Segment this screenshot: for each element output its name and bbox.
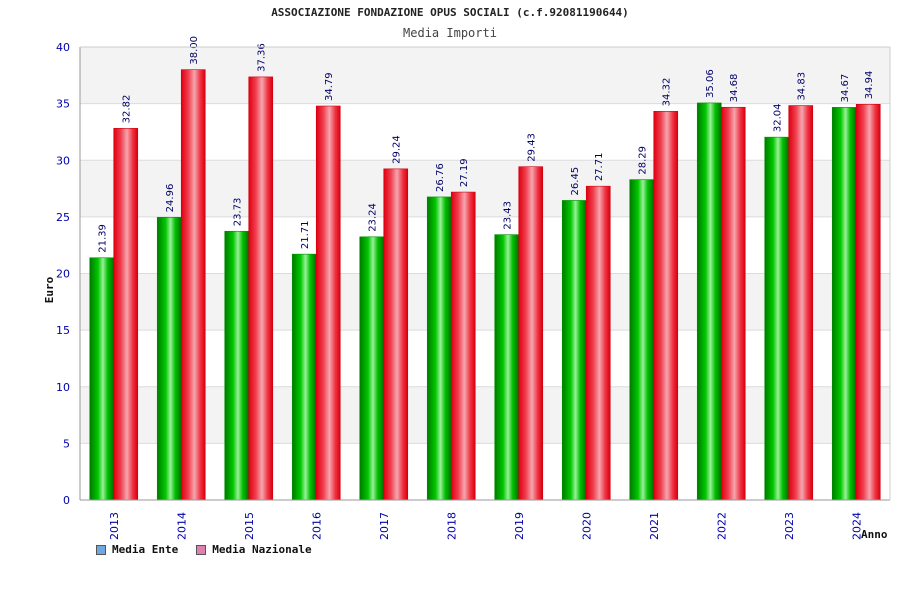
- bar-media-nazionale: [450, 191, 476, 501]
- bar-label-nazionale: 29.43: [527, 133, 538, 162]
- bar-media-nazionale: [315, 105, 341, 501]
- x-tick-label: 2017: [378, 512, 391, 540]
- bar-label-ente: 34.67: [840, 74, 851, 103]
- bar-media-ente: [291, 253, 317, 501]
- x-tick-label: 2016: [310, 512, 323, 540]
- bar-label-nazionale: 29.24: [392, 135, 403, 164]
- bar-label-nazionale: 34.94: [864, 71, 875, 100]
- legend-swatch-nazionale: [196, 544, 207, 555]
- axes: [79, 46, 891, 501]
- bar-label-ente: 35.06: [705, 69, 716, 98]
- background-band: [80, 47, 890, 104]
- bar-media-nazionale: [585, 185, 611, 501]
- bar-label-nazionale: 34.79: [324, 72, 335, 101]
- bar-media-ente: [156, 217, 182, 501]
- bar-value-labels: 21.39 32.82 24.96 38.00 23.73 37.36 21.71 34.79…: [98, 36, 876, 253]
- bar-media-ente: [494, 234, 520, 501]
- bar-media-nazionale: [788, 105, 814, 501]
- y-tick-label: 40: [56, 41, 70, 54]
- y-axis-label: Euro: [43, 276, 56, 303]
- y-tick-label: 0: [63, 494, 70, 507]
- bar-label-ente: 21.71: [300, 220, 311, 249]
- bar-media-nazionale: [518, 166, 544, 501]
- x-tick-label: 2023: [783, 512, 796, 540]
- y-tick-label: 30: [56, 154, 70, 167]
- bar-label-ente: 23.43: [503, 201, 514, 230]
- bar-media-ente: [426, 196, 452, 501]
- legend-swatch-ente: [96, 544, 106, 555]
- bar-label-ente: 32.04: [773, 104, 784, 133]
- bar-media-ente: [629, 179, 655, 501]
- bar-label-nazionale: 37.36: [257, 43, 268, 72]
- bar-label-ente: 24.96: [165, 184, 176, 213]
- x-tick-label: 2020: [580, 512, 593, 540]
- bar-media-nazionale: [180, 69, 206, 501]
- bar-media-ente: [561, 200, 587, 501]
- y-tick-label: 20: [56, 268, 70, 281]
- y-tick-label: 25: [56, 211, 70, 224]
- x-axis-label: Anno: [861, 528, 888, 541]
- bar-media-ente: [831, 107, 857, 501]
- bar-label-nazionale: 34.32: [662, 78, 673, 107]
- bar-label-ente: 26.76: [435, 163, 446, 192]
- x-tick-label: 2021: [648, 512, 661, 540]
- bar-media-nazionale: [383, 168, 409, 501]
- bar-label-ente: 21.39: [98, 224, 109, 253]
- background-band: [80, 386, 890, 444]
- legend-label-ente: Media Ente: [112, 543, 179, 556]
- legend: Media Ente Media Nazionale: [96, 543, 312, 556]
- chart-subtitle: Media Importi: [403, 26, 497, 40]
- background-band: [80, 273, 890, 331]
- bar-label-nazionale: 32.82: [122, 95, 133, 124]
- bar-label-nazionale: 34.68: [729, 74, 740, 103]
- y-tick-label: 10: [56, 381, 70, 394]
- x-tick-label: 2024: [850, 512, 863, 540]
- x-tick-labels: 2013 2014 2015 2016 2017 2018 2019 2020 2021 2022…: [108, 512, 864, 540]
- chart-title: ASSOCIAZIONE FONDAZIONE OPUS SOCIALI (c.…: [271, 6, 629, 19]
- bar-label-ente: 23.73: [233, 198, 244, 227]
- legend-item-ente: Media Ente: [96, 543, 178, 556]
- x-tick-label: 2014: [175, 512, 188, 540]
- bars: [89, 69, 881, 501]
- bar-label-nazionale: 27.71: [594, 153, 605, 182]
- x-tick-label: 2015: [243, 512, 256, 540]
- bar-media-nazionale: [248, 76, 274, 501]
- bar-media-nazionale: [720, 106, 746, 501]
- legend-label-nazionale: Media Nazionale: [212, 543, 312, 556]
- bar-media-ente: [696, 102, 722, 501]
- bar-label-ente: 28.29: [638, 146, 649, 175]
- y-tick-label: 5: [63, 437, 70, 450]
- legend-item-nazionale: Media Nazionale: [196, 543, 312, 556]
- x-tick-label: 2018: [445, 512, 458, 540]
- y-tick-label: 15: [56, 324, 70, 337]
- bar-label-ente: 23.24: [368, 203, 379, 232]
- bar-label-nazionale: 38.00: [189, 36, 200, 65]
- bar-media-ente: [359, 236, 385, 501]
- bar-media-nazionale: [653, 111, 679, 501]
- bar-media-ente: [224, 230, 250, 501]
- y-tick-label: 35: [56, 98, 70, 111]
- bar-label-nazionale: 34.83: [797, 72, 808, 101]
- y-tick-labels: 0 5 10 15 20 25 30 35 40: [56, 41, 70, 507]
- x-tick-label: 2013: [108, 512, 121, 540]
- bar-media-nazionale: [855, 104, 881, 501]
- bar-label-ente: 26.45: [570, 167, 581, 196]
- bar-media-nazionale: [113, 128, 139, 501]
- x-tick-label: 2022: [715, 512, 728, 540]
- plot-area: [80, 47, 890, 500]
- bar-label-nazionale: 27.19: [459, 158, 470, 187]
- x-tick-label: 2019: [513, 512, 526, 540]
- bar-media-ente: [764, 136, 790, 501]
- bar-media-ente: [89, 257, 115, 501]
- background-band: [80, 160, 890, 217]
